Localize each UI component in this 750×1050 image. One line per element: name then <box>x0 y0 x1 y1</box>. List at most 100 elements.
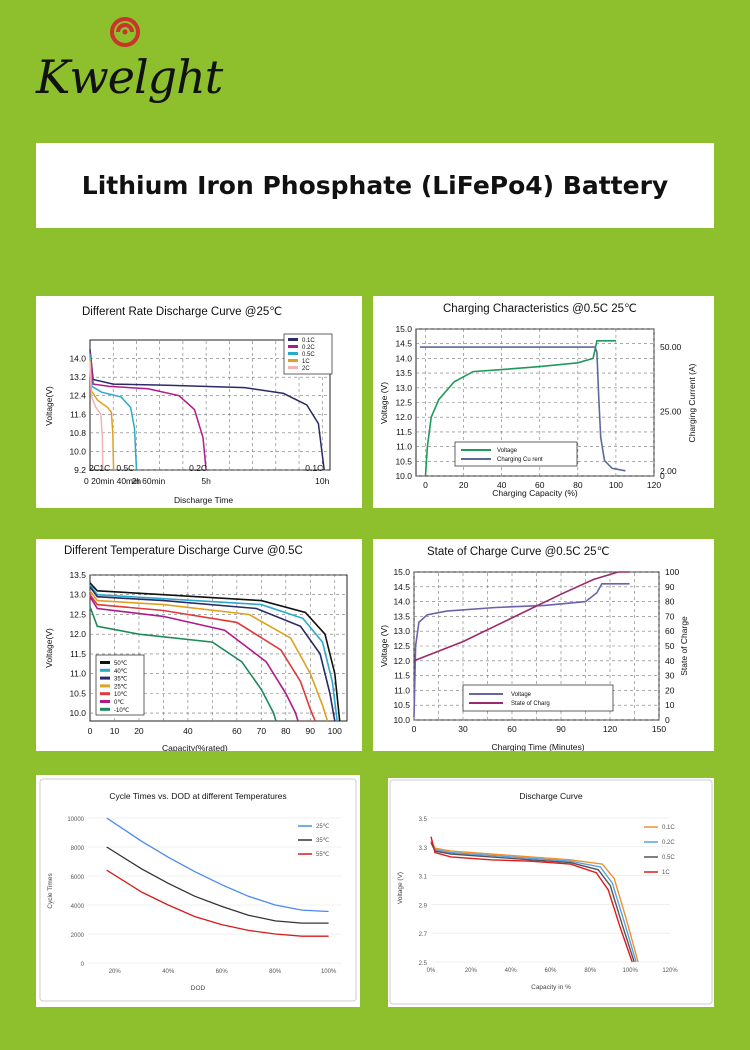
x-tick-label: 80 <box>281 726 291 736</box>
legend-label: State of Charg <box>511 701 550 707</box>
y-tick-label: 11.0 <box>394 685 410 695</box>
x-tick-label: 60 <box>535 480 545 490</box>
x-tick-label: 40 <box>183 726 193 736</box>
legend-label: Voltage <box>497 448 518 454</box>
x-tick-label: 20 <box>459 480 469 490</box>
x-axis-label: Discharge Time <box>174 495 233 505</box>
y2-tick-label: 20 <box>665 685 675 695</box>
legend-swatch <box>100 684 110 688</box>
chart-title: Discharge Curve <box>519 791 583 801</box>
y-tick-label: 3.1 <box>419 875 428 881</box>
y-tick-label: 2.7 <box>419 932 428 938</box>
legend-label: 25℃ <box>114 684 128 690</box>
x-tick-label: 100 <box>609 480 623 490</box>
series-line <box>89 596 299 722</box>
y2-axis-label: Charging Current (A) <box>687 363 697 442</box>
y2-tick-label: 80 <box>665 597 675 607</box>
y-tick-label: 11.5 <box>396 427 412 437</box>
legend-label: 55℃ <box>316 852 330 858</box>
y2-tick-label: 60 <box>665 626 675 636</box>
charging-characteristics-chart: Charging Characteristics @0.5C 25℃ 10.0 1… <box>379 303 697 498</box>
x-tick-label: 30 <box>458 724 468 734</box>
x-tick-label: 60% <box>216 969 229 975</box>
y-axis-label: Voltage(V) <box>44 386 54 426</box>
y-tick-label: 12.0 <box>395 412 412 422</box>
series-line <box>89 590 329 722</box>
series-line <box>89 582 341 722</box>
x-tick-label: 40% <box>505 968 518 974</box>
discharge-curve-chart: Discharge Curve 2.5 2.7 2.9 3.1 3.3 3.5 0% 20%… <box>389 779 713 1005</box>
logo-text: Kwelght <box>36 50 223 104</box>
y-tick-label: 12.0 <box>69 629 86 639</box>
y-tick-label: 14.0 <box>69 354 86 364</box>
x-axis-label: Charging Time (Minutes) <box>491 742 584 751</box>
x-tick-label: 0 <box>412 724 417 734</box>
legend-swatch <box>100 676 110 680</box>
x-tick-label: 0% <box>427 968 436 974</box>
state-of-charge-chart: State of Charge Curve @0.5C 25℃ 10.0 10.5… <box>379 546 689 751</box>
legend-swatch <box>288 366 298 369</box>
x-axis-label: Capacity in % <box>531 984 571 991</box>
legend-label: 40℃ <box>114 669 128 675</box>
swirl-icon <box>110 17 140 47</box>
x-tick-label: 60 <box>507 724 517 734</box>
y-tick-label: 6000 <box>71 875 85 881</box>
legend-swatch <box>100 700 110 703</box>
y-tick-label: 9.2 <box>74 465 86 475</box>
chart-title: Different Rate Discharge Curve @25℃ <box>82 306 282 318</box>
curve-label: 0.2C <box>189 463 207 473</box>
y-tick-label: 13.5 <box>69 570 86 580</box>
y-axis-label: Voltage(V) <box>44 628 54 668</box>
x-tick-text: 0 20min 40min 60min <box>84 476 166 486</box>
series-line <box>430 840 639 963</box>
rate-discharge-chart: Different Rate Discharge Curve @25℃ 9.2 1… <box>44 306 333 505</box>
y2-tick-label: 70 <box>665 611 675 621</box>
legend-label: 1C <box>302 359 310 365</box>
x-tick-label: 90 <box>306 726 316 736</box>
legend-label: 0.1C <box>662 825 675 831</box>
legend-swatch <box>100 668 110 672</box>
legend-label: Charging Cu rent <box>497 457 543 463</box>
legend-swatch <box>288 352 298 355</box>
y-tick-label: 14.0 <box>395 353 412 363</box>
y-tick-label: 4000 <box>71 904 85 910</box>
legend-label: 35℃ <box>114 677 128 683</box>
x-annotation: 5h <box>201 476 211 486</box>
x-tick-label: 90 <box>556 724 566 734</box>
y-tick-label: 10.5 <box>395 456 412 466</box>
y-tick-label: 13.0 <box>69 590 86 600</box>
y2-axis-label: State of Charge <box>679 616 689 676</box>
y-tick-label: 3.3 <box>419 846 428 852</box>
series-line <box>89 606 277 722</box>
legend-label: 0.5C <box>662 855 675 861</box>
x-tick-label: 80 <box>573 480 583 490</box>
y-tick-label: 10.0 <box>393 715 410 725</box>
y-tick-label: 2.5 <box>419 961 428 967</box>
legend-label: 25℃ <box>316 824 330 830</box>
x-axis-label: Charging Capacity (%) <box>492 488 578 498</box>
y-tick-label: 10.8 <box>69 428 86 438</box>
y-tick-label: 8000 <box>71 846 85 852</box>
y-axis-label: Voltage (V) <box>379 625 389 667</box>
legend-box <box>95 654 145 716</box>
y-tick-label: 10.5 <box>393 700 410 710</box>
chart-title: Charging Characteristics @0.5C 25℃ <box>443 303 637 315</box>
y2-tick-label: 10 <box>665 700 675 710</box>
x-tick-label: 20% <box>465 968 478 974</box>
y-tick-label: 2.9 <box>419 903 428 909</box>
rate-discharge-panel: Different Rate Discharge Curve @25℃ 9.2 1… <box>36 296 362 508</box>
y-tick-label: 10.5 <box>69 688 86 698</box>
x-tick-label: 60 <box>232 726 242 736</box>
page-title: Lithium Iron Phosphate (LiFePo4) Battery <box>81 171 669 200</box>
x-tick-label: 40 <box>497 480 507 490</box>
y-tick-label: 13.0 <box>395 383 412 393</box>
cycle-times-panel: Cycle Times vs. DOD at different Tempera… <box>36 775 360 1007</box>
y2-tick-label: 90 <box>665 582 675 592</box>
x-tick-label: 100 <box>328 726 342 736</box>
y-tick-label: 12.5 <box>395 398 412 408</box>
x-axis-label: Capacity(%rated) <box>162 743 228 751</box>
x-tick-label: 40% <box>162 969 175 975</box>
x-tick-label: 100% <box>321 969 337 975</box>
y-tick-label: 11.5 <box>394 671 410 681</box>
series-line <box>89 586 336 722</box>
